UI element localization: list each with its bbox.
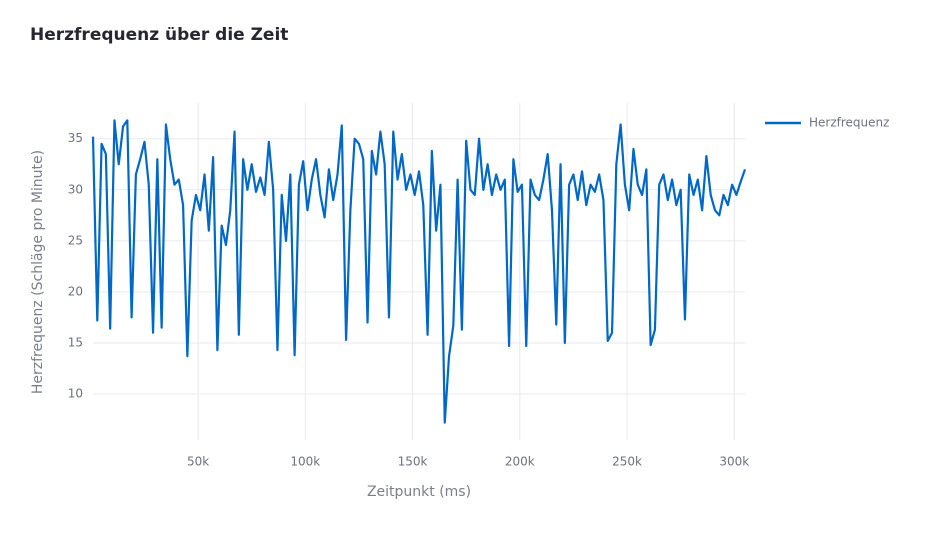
- x-tick-label: 300k: [719, 455, 749, 469]
- x-tick-label: 150k: [398, 455, 428, 469]
- data-line: [91, 119, 747, 424]
- x-tick-label: 50k: [187, 455, 209, 469]
- x-tick-label: 250k: [612, 455, 642, 469]
- legend-label: Herzfrequenz: [809, 116, 889, 130]
- y-tick-label: 35: [68, 131, 83, 145]
- y-tick-label: 30: [68, 182, 83, 196]
- y-tick-label: 10: [68, 387, 83, 401]
- chart-title: Herzfrequenz über die Zeit: [30, 25, 288, 45]
- x-tick-label: 200k: [505, 455, 535, 469]
- y-tick-label: 25: [68, 233, 83, 247]
- x-tick-label: 100k: [290, 455, 320, 469]
- y-axis-title: Herzfrequenz (Schläge pro Minute): [30, 150, 46, 394]
- y-tick-label: 20: [68, 284, 83, 298]
- y-tick-label: 15: [68, 335, 83, 349]
- x-axis-title: Zeitpunkt (ms): [367, 484, 471, 500]
